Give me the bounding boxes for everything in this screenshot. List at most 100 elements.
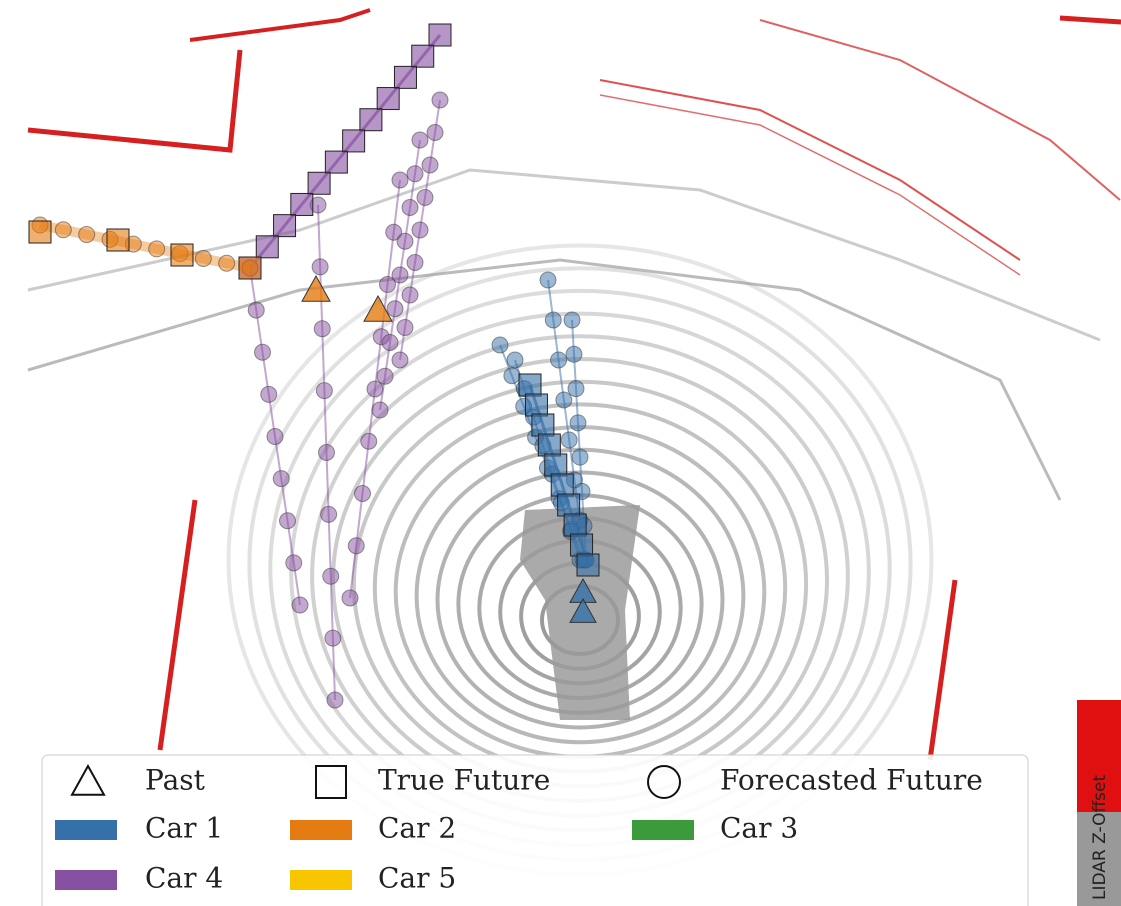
true-future-point — [29, 221, 51, 243]
forecast-point — [397, 320, 413, 336]
forecast-point — [377, 368, 393, 384]
legend-swatch — [290, 820, 352, 840]
true-future-point — [519, 374, 541, 396]
forecast-point — [312, 259, 328, 275]
forecast-point — [255, 344, 271, 360]
forecast-point — [407, 166, 423, 182]
true-future-point — [429, 24, 451, 46]
forecast-point — [392, 267, 408, 283]
lidar-wall — [28, 50, 240, 150]
forecast-point — [280, 513, 296, 529]
forecast-point — [397, 233, 413, 249]
true-future-point — [538, 434, 560, 456]
forecast-point — [412, 132, 428, 148]
forecast-point — [316, 383, 332, 399]
true-future-point — [291, 193, 313, 215]
forecast-point — [267, 429, 283, 445]
true-future-point — [577, 554, 599, 576]
colorbar-label: LIDAR Z-Offset — [1090, 775, 1110, 900]
forecast-point — [568, 381, 584, 397]
forecast-point — [432, 92, 448, 108]
forecast-point — [286, 555, 302, 571]
forecast-point — [348, 538, 364, 554]
legend-label: Car 5 — [378, 862, 456, 895]
forecast-point — [402, 200, 418, 216]
forecast-point — [412, 222, 428, 238]
lidar-wall — [1060, 18, 1121, 22]
forecast-point — [556, 392, 572, 408]
forecast-point — [564, 312, 580, 328]
forecast-point — [392, 172, 408, 188]
forecast-point — [292, 597, 308, 613]
true-future-point — [360, 109, 382, 131]
forecast-point — [427, 125, 443, 141]
forecast-point — [507, 352, 523, 368]
true-future-point — [571, 534, 593, 556]
forecast-point — [422, 157, 438, 173]
page: {"legend": {"markers": ["Past", "True Fu… — [0, 0, 1121, 906]
legend-swatch — [290, 870, 352, 890]
forecast-point — [319, 445, 335, 461]
forecast-point — [561, 432, 577, 448]
forecast-point — [417, 190, 433, 206]
forecast-point — [273, 471, 289, 487]
forecast-point — [314, 321, 330, 337]
forecast-point — [219, 255, 235, 271]
forecast-point — [566, 346, 582, 362]
forecast-point — [392, 352, 408, 368]
forecast-point — [323, 568, 339, 584]
true-future-point — [171, 244, 193, 266]
forecast-point — [327, 692, 343, 708]
forecast-point — [321, 506, 337, 522]
legend-label: Car 4 — [145, 862, 223, 895]
forecast-point — [248, 302, 264, 318]
legend-label: Car 3 — [720, 812, 798, 845]
legend-swatch — [55, 870, 117, 890]
true-future-point — [564, 514, 586, 536]
forecast-point — [361, 433, 377, 449]
true-future-point — [412, 45, 434, 67]
legend-label: Forecasted Future — [720, 764, 983, 797]
true-future-point — [377, 88, 399, 110]
lidar-wall — [160, 500, 195, 750]
lidar-wall — [190, 10, 370, 40]
forecast-point — [372, 402, 388, 418]
lidar-wall — [930, 580, 955, 760]
forecast-point — [540, 272, 556, 288]
legend-label: Past — [145, 764, 206, 797]
forecast-point — [342, 590, 358, 606]
forecast-point — [551, 352, 567, 368]
true-future-point — [274, 215, 296, 237]
true-future-point — [256, 236, 278, 258]
forecast-point — [382, 335, 398, 351]
true-future-point — [107, 229, 129, 251]
legend-label: Car 1 — [145, 812, 223, 845]
scene: Past True Future Forecasted Future Car 1 Car… — [0, 0, 1121, 906]
forecast-point — [387, 301, 403, 317]
true-future-point — [394, 66, 416, 88]
legend-swatch — [55, 820, 117, 840]
lidar-wall — [600, 95, 1020, 275]
forecast-point — [407, 255, 423, 271]
forecast-point — [195, 250, 211, 266]
forecast-point — [261, 386, 277, 402]
legend-label: Car 2 — [378, 812, 456, 845]
lidar-wall — [760, 20, 1120, 200]
true-future-point — [325, 151, 347, 173]
true-future-point — [308, 172, 330, 194]
forecast-point — [402, 287, 418, 303]
true-future-point — [551, 474, 573, 496]
forecast-point — [570, 415, 586, 431]
legend-label: True Future — [378, 764, 550, 797]
true-future-point — [532, 414, 554, 436]
true-future-point — [525, 394, 547, 416]
forecast-point — [492, 337, 508, 353]
true-future-point — [558, 494, 580, 516]
true-future-point — [239, 257, 261, 279]
legend-swatch — [632, 820, 694, 840]
forecast-point — [545, 312, 561, 328]
forecast-point — [79, 227, 95, 243]
true-future-point — [545, 454, 567, 476]
forecast-point — [355, 486, 371, 502]
forecast-point — [572, 449, 588, 465]
